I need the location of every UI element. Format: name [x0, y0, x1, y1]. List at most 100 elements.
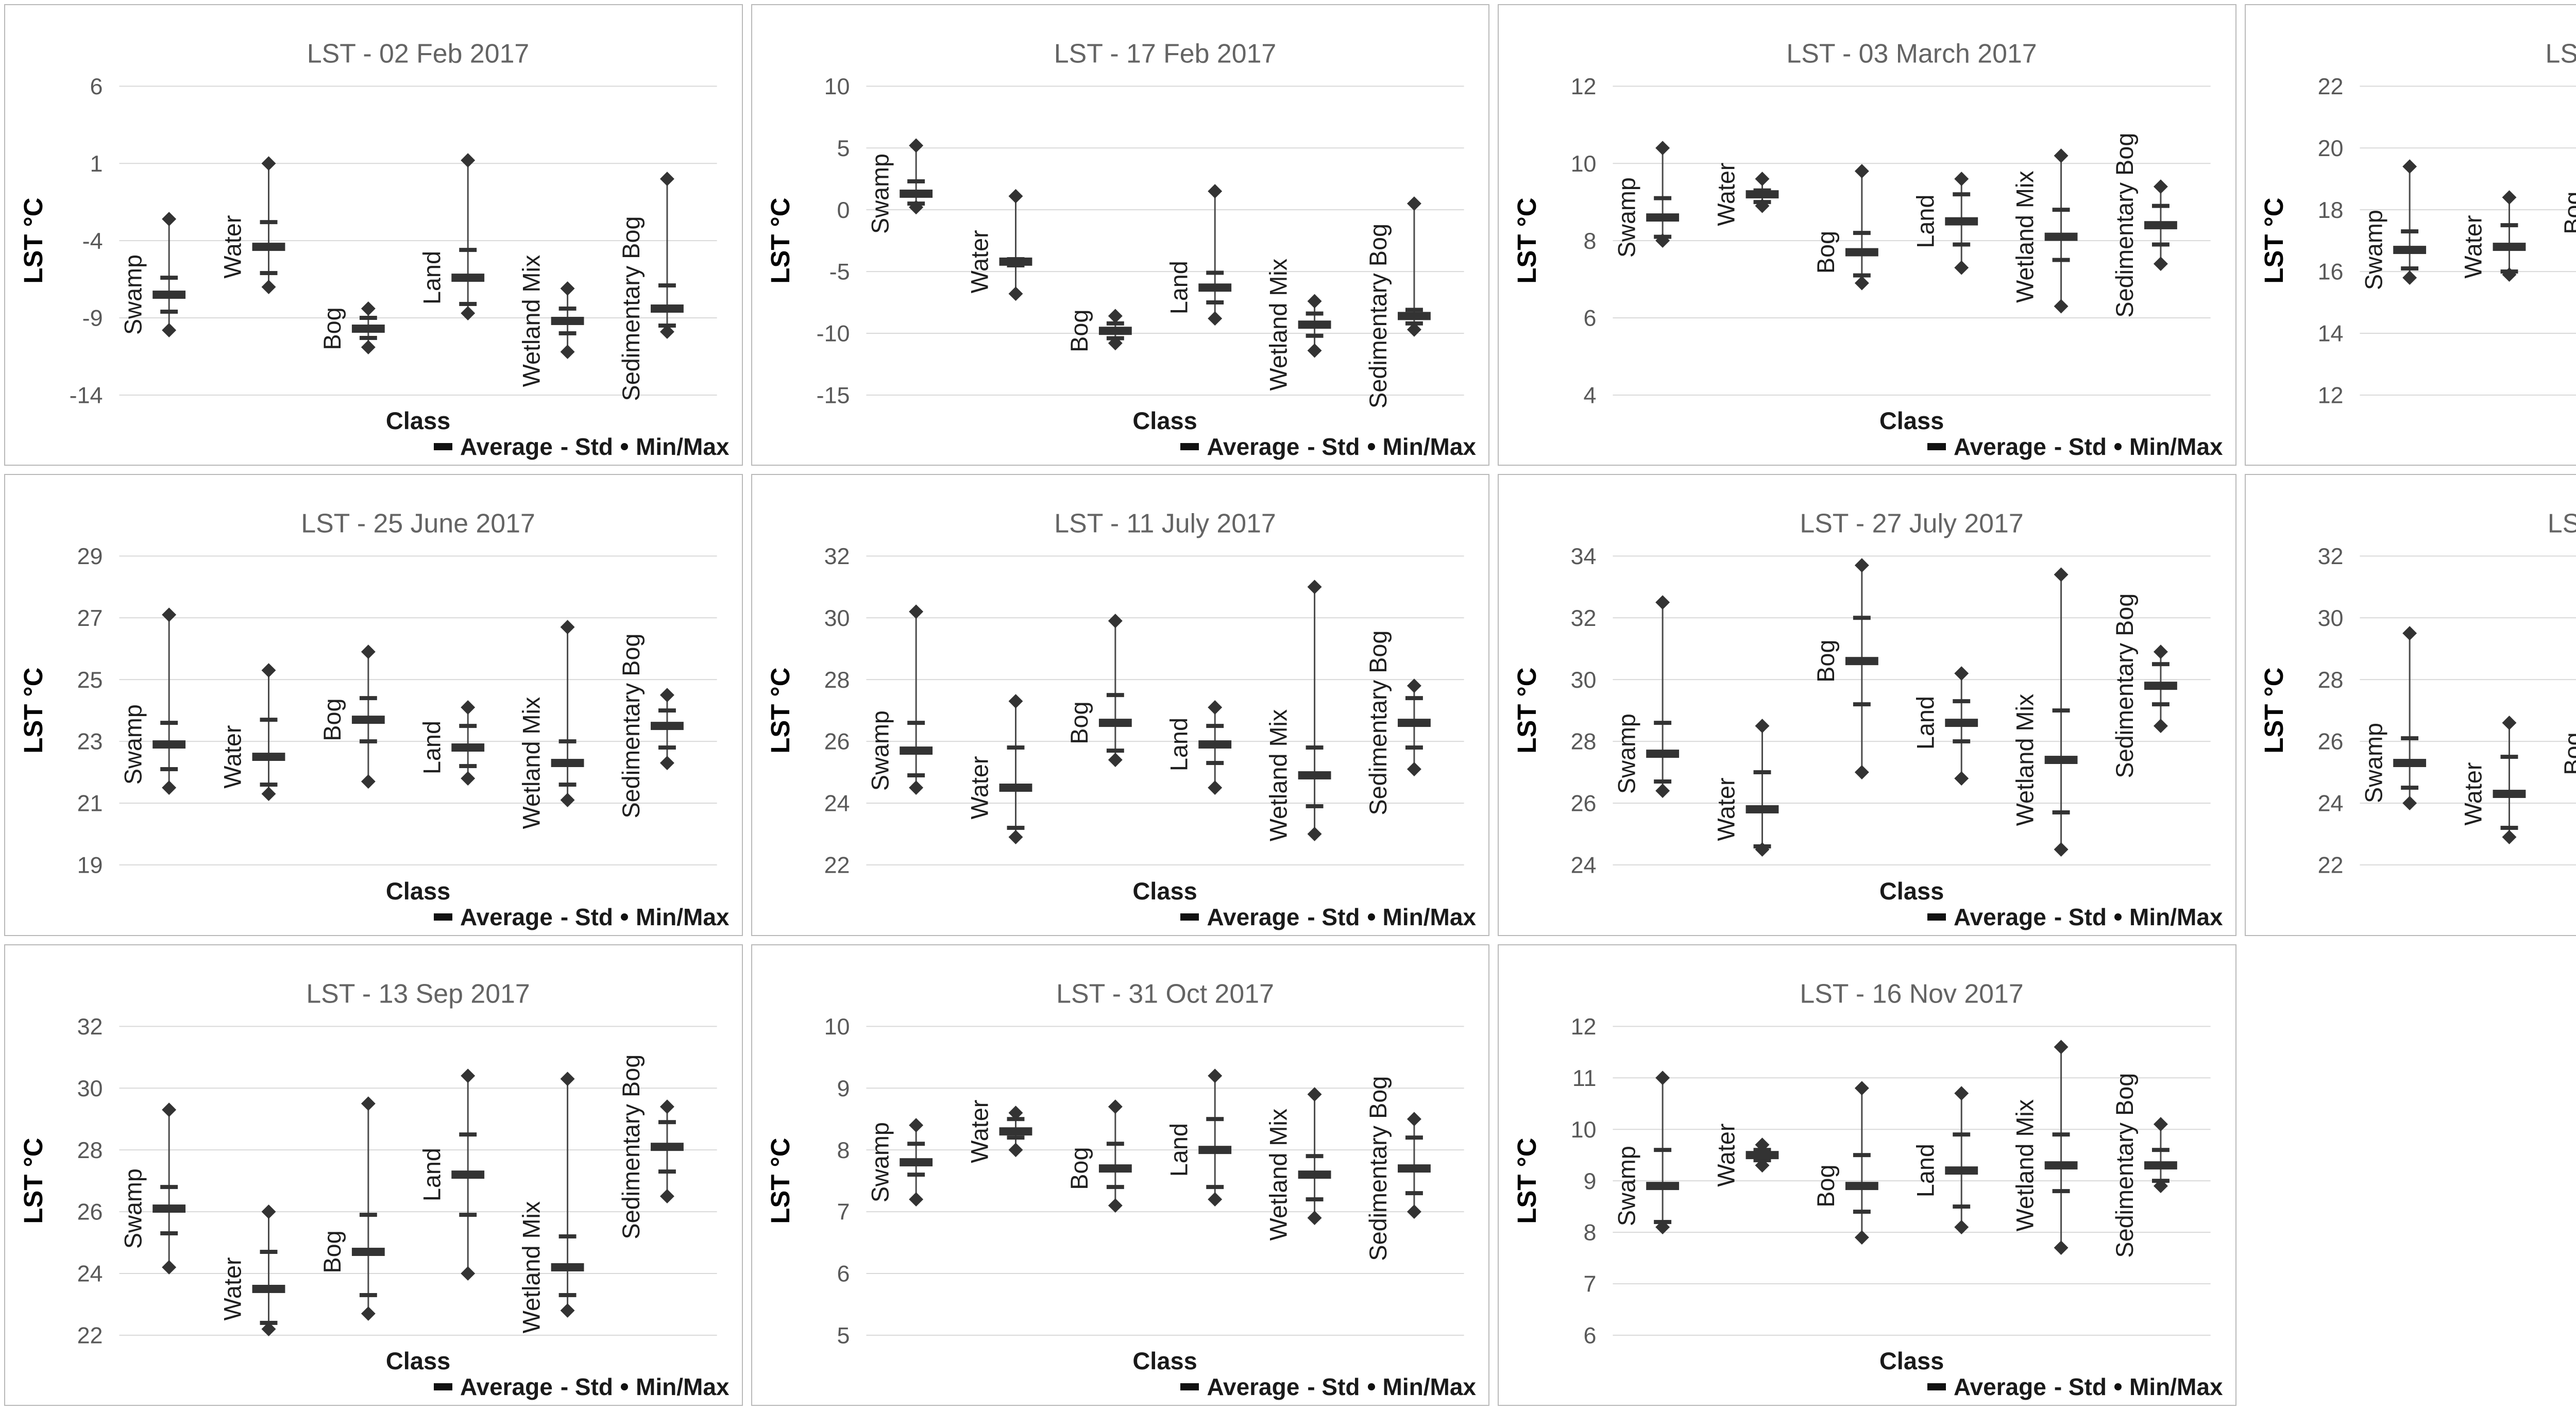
empty-cell [2244, 944, 2576, 1406]
std-high-marker [1654, 721, 1672, 725]
average-marker [451, 1170, 485, 1179]
class-label: Land [1165, 1123, 1192, 1177]
chart-canvas: 6 1 -4 -9 -14 LST - 02 Feb 2017 LST °C Swamp Wat… [19, 39, 717, 409]
average-marker [2493, 790, 2526, 799]
y-tick-label: 24 [1571, 852, 1597, 878]
max-marker [162, 1102, 177, 1117]
legend-average-label: Average [460, 1373, 553, 1400]
max-marker [2054, 567, 2069, 582]
average-marker [2044, 232, 2078, 241]
class-label: Wetland Mix [1265, 259, 1292, 391]
charts-grid: 6 1 -4 -9 -14 LST - 02 Feb 2017 LST °C Swamp Wat… [4, 4, 2576, 1406]
std-high-marker [160, 1184, 178, 1189]
average-marker [999, 1127, 1032, 1135]
std-high-marker [2151, 1147, 2170, 1152]
std-high-marker [2400, 736, 2418, 741]
legend-std-label: - Std [560, 903, 614, 930]
y-tick-label: 28 [77, 1137, 103, 1163]
y-tick-label: 12 [2317, 382, 2343, 409]
minmax-marker-icon [2114, 913, 2122, 921]
min-marker [1108, 753, 1123, 768]
chart-panel: 10 9 8 7 6 5 LST - 31 Oct 2017 LST °C Swamp Water… [751, 944, 1489, 1406]
min-marker [1655, 1219, 1670, 1234]
chart-panel: 12 11 10 9 8 7 6 LST - 16 Nov 2017 LST °C Swamp Wa… [1498, 944, 2236, 1406]
max-marker [1954, 666, 1969, 681]
class-label: Sedimentary Bog [2111, 133, 2138, 318]
chart-title: LST - 25 June 2017 [301, 508, 535, 538]
legend-minmax-label: Min/Max [1382, 433, 1476, 461]
class-label: Wetland Mix [1265, 709, 1292, 842]
legend-minmax-label: Min/Max [636, 433, 730, 461]
min-marker [2502, 830, 2516, 845]
std-high-marker [658, 1119, 676, 1124]
legend-average-label: Average [460, 433, 553, 461]
y-tick-label: 22 [77, 1322, 103, 1348]
average-marker [899, 190, 933, 198]
legend-minmax-label: Min/Max [636, 903, 730, 930]
class-label: Water [2460, 762, 2486, 826]
legend-std-label: - Std [1307, 903, 1360, 930]
y-tick-label: 7 [837, 1198, 850, 1225]
max-marker [1307, 1086, 1322, 1101]
max-marker [2502, 716, 2516, 731]
y-tick-label: 16 [2317, 259, 2343, 285]
std-high-marker [260, 718, 278, 722]
y-axis-title: LST °C [765, 198, 794, 284]
std-high-marker [1953, 699, 1971, 704]
legend-average-label: Average [1953, 1373, 2046, 1400]
std-high-marker [1206, 1116, 1224, 1121]
class-label: Swamp [1613, 177, 1640, 258]
max-marker [361, 1096, 376, 1111]
average-marker [1745, 1150, 1779, 1159]
std-low-marker [1007, 826, 1024, 830]
max-marker [1008, 189, 1023, 203]
max-marker [1406, 678, 1421, 693]
std-high-marker [2500, 755, 2518, 759]
max-marker [1108, 309, 1123, 324]
chart-canvas: 32 30 28 26 24 22 LST - 11 July 2017 LST °C Swam… [765, 508, 1464, 878]
std-high-marker [1753, 770, 1771, 775]
y-tick-label: 10 [824, 73, 850, 99]
std-high-marker [160, 276, 178, 280]
average-marker [451, 743, 485, 752]
y-tick-label: 8 [1584, 1219, 1597, 1245]
std-low-marker [1206, 300, 1224, 305]
max-marker [908, 604, 923, 619]
average-marker [1098, 719, 1132, 727]
class-label: Water [219, 215, 246, 279]
average-marker [1298, 771, 1331, 780]
average-marker [1646, 1181, 1680, 1190]
min-marker [1307, 1210, 1322, 1225]
std-high-marker [907, 721, 925, 725]
std-low-marker [1106, 336, 1124, 341]
max-marker [1655, 1070, 1670, 1085]
average-marker [1198, 1145, 1231, 1154]
std-low-marker [907, 773, 925, 778]
std-low-marker [658, 745, 676, 750]
class-label: Wetland Mix [518, 697, 545, 829]
std-high-marker [359, 1212, 377, 1217]
min-marker [659, 325, 674, 339]
max-marker [1954, 1085, 1969, 1100]
std-low-marker [1405, 745, 1423, 750]
chart-title: LST - 27 July 2017 [1800, 508, 2023, 538]
std-high-marker [2052, 708, 2070, 713]
legend-std-label: - Std [2054, 903, 2107, 930]
std-low-marker [1106, 749, 1124, 753]
min-marker [908, 780, 923, 795]
std-high-marker [1853, 1152, 1871, 1157]
y-tick-label: 26 [1571, 790, 1597, 817]
class-label: Water [966, 230, 993, 293]
legend-average-label: Average [1207, 1373, 1300, 1400]
x-axis-label: Class [385, 1347, 451, 1374]
chart-canvas: 29 27 25 23 21 19 LST - 25 June 2017 LST °C Swam… [19, 508, 717, 878]
average-marker [1945, 719, 1978, 727]
std-low-marker [1853, 273, 1871, 278]
y-axis-title: LST °C [765, 1137, 794, 1224]
average-marker [2144, 682, 2177, 690]
std-high-marker [160, 721, 178, 725]
class-label: Swamp [120, 704, 146, 785]
max-marker [1655, 595, 1670, 610]
average-marker-icon [1180, 443, 1199, 451]
average-marker [252, 1284, 285, 1293]
